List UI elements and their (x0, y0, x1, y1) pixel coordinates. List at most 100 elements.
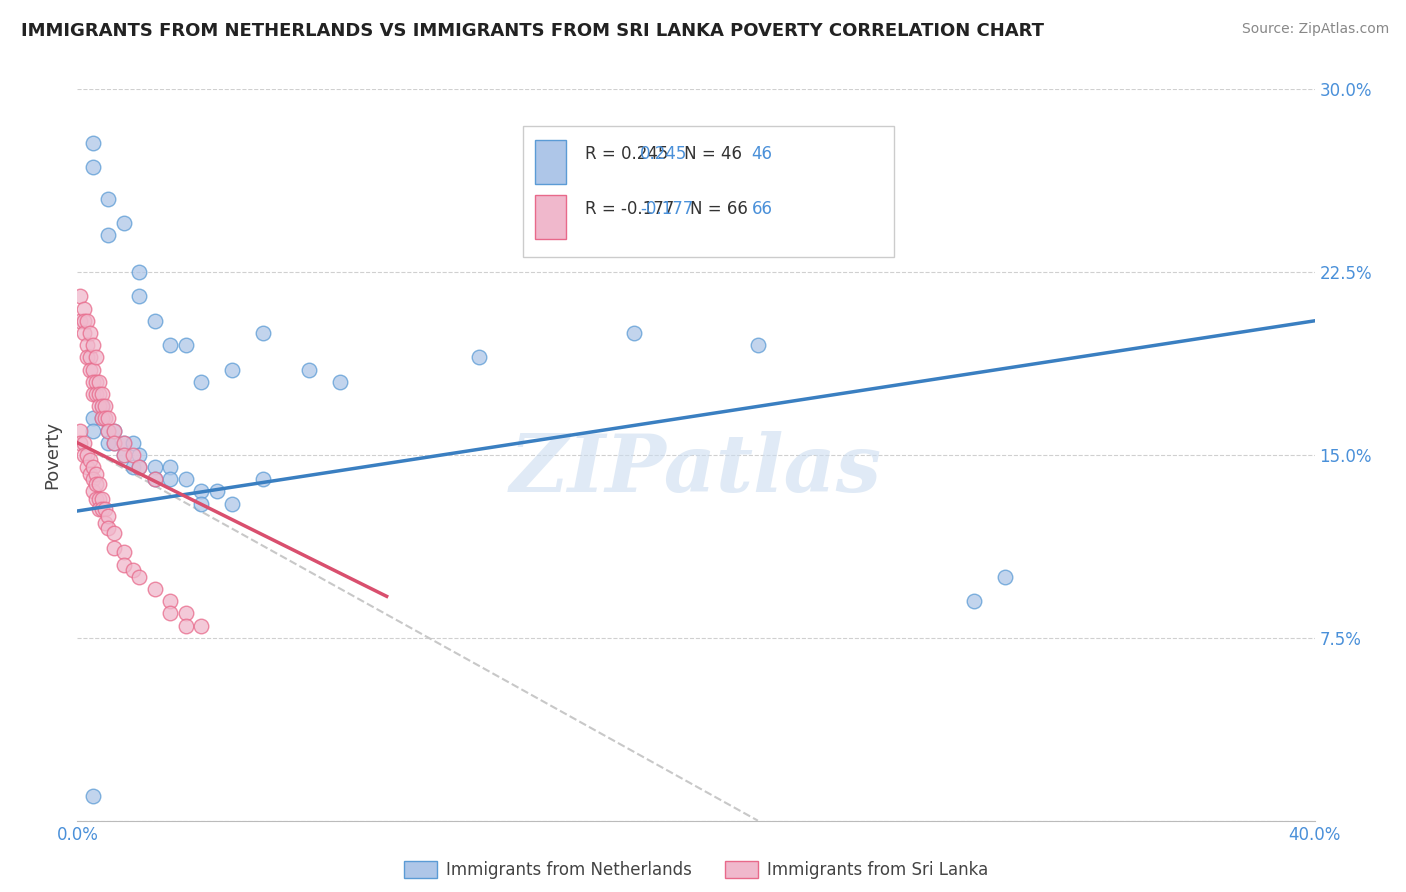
Point (79, 326, 101, 340)
Point (87, 491, 110, 506)
Point (87, 477, 110, 491)
Point (97, 192, 120, 206)
Point (76, 351, 98, 365)
Point (112, 448, 135, 462)
Point (159, 460, 181, 475)
Point (69, 435, 91, 450)
Text: Source: ZipAtlas.com: Source: ZipAtlas.com (1241, 22, 1389, 37)
Point (87, 375, 110, 389)
Point (79, 351, 101, 365)
Point (94, 399, 117, 413)
Point (112, 435, 135, 450)
Point (190, 375, 212, 389)
Point (76, 338, 98, 352)
Point (84, 491, 107, 506)
Point (994, 570, 1017, 584)
Point (221, 497, 243, 511)
Point (143, 472, 166, 486)
Point (159, 607, 181, 621)
Y-axis label: Poverty: Poverty (44, 421, 62, 489)
Point (72, 314, 94, 328)
Point (82, 387, 104, 401)
Point (87, 501, 110, 516)
Point (87, 387, 110, 401)
Point (82, 411, 104, 425)
Text: R = 0.245   N = 46: R = 0.245 N = 46 (585, 145, 741, 162)
Point (72, 301, 94, 316)
Point (159, 472, 181, 486)
Point (91, 399, 114, 413)
Point (112, 448, 135, 462)
Point (205, 484, 228, 499)
Point (623, 326, 645, 340)
Point (128, 265, 150, 279)
Point (122, 448, 145, 462)
Point (72, 326, 94, 340)
Point (76, 448, 98, 462)
Point (82, 789, 104, 804)
Point (82, 160, 104, 174)
Point (190, 497, 212, 511)
Point (128, 448, 150, 462)
Point (252, 472, 274, 486)
Point (97, 411, 120, 425)
Point (72, 448, 94, 462)
Point (174, 338, 197, 352)
Point (190, 618, 212, 632)
Point (91, 411, 114, 425)
Point (87, 399, 110, 413)
Point (91, 501, 114, 516)
Point (963, 594, 986, 608)
Text: 46: 46 (752, 145, 773, 162)
Point (82, 424, 104, 438)
Point (143, 582, 166, 596)
Point (97, 424, 120, 438)
Point (82, 472, 104, 486)
Legend: Immigrants from Netherlands, Immigrants from Sri Lanka: Immigrants from Netherlands, Immigrants … (398, 854, 994, 886)
Point (468, 351, 491, 365)
Point (82, 136, 104, 150)
Point (69, 424, 91, 438)
Point (128, 289, 150, 303)
Point (76, 460, 98, 475)
Point (84, 375, 107, 389)
Point (79, 467, 101, 482)
Point (82, 460, 104, 475)
Point (128, 460, 150, 475)
Point (174, 618, 197, 632)
Point (97, 228, 120, 243)
Point (82, 338, 104, 352)
Point (94, 501, 117, 516)
Point (82, 362, 104, 376)
Point (252, 326, 274, 340)
Point (112, 545, 135, 559)
Point (97, 435, 120, 450)
Text: R = -0.177   N = 66: R = -0.177 N = 66 (585, 201, 748, 219)
Text: -0.177: -0.177 (640, 201, 693, 219)
Text: IMMIGRANTS FROM NETHERLANDS VS IMMIGRANTS FROM SRI LANKA POVERTY CORRELATION CHA: IMMIGRANTS FROM NETHERLANDS VS IMMIGRANT… (21, 22, 1045, 40)
Point (122, 460, 145, 475)
Text: 66: 66 (752, 201, 773, 219)
Point (128, 570, 150, 584)
Point (97, 508, 120, 523)
Text: ZIPatlas: ZIPatlas (510, 431, 882, 508)
Point (84, 467, 107, 482)
Point (112, 216, 135, 230)
Point (128, 460, 150, 475)
Point (84, 351, 107, 365)
Point (91, 387, 114, 401)
Point (174, 472, 197, 486)
Point (103, 435, 125, 450)
Point (91, 399, 114, 413)
Point (94, 516, 117, 531)
Point (174, 607, 197, 621)
Point (122, 562, 145, 576)
Point (143, 472, 166, 486)
Point (91, 491, 114, 506)
Bar (536, 140, 567, 185)
Point (94, 411, 117, 425)
Point (103, 435, 125, 450)
Point (103, 541, 125, 555)
Point (747, 338, 769, 352)
Point (329, 375, 352, 389)
